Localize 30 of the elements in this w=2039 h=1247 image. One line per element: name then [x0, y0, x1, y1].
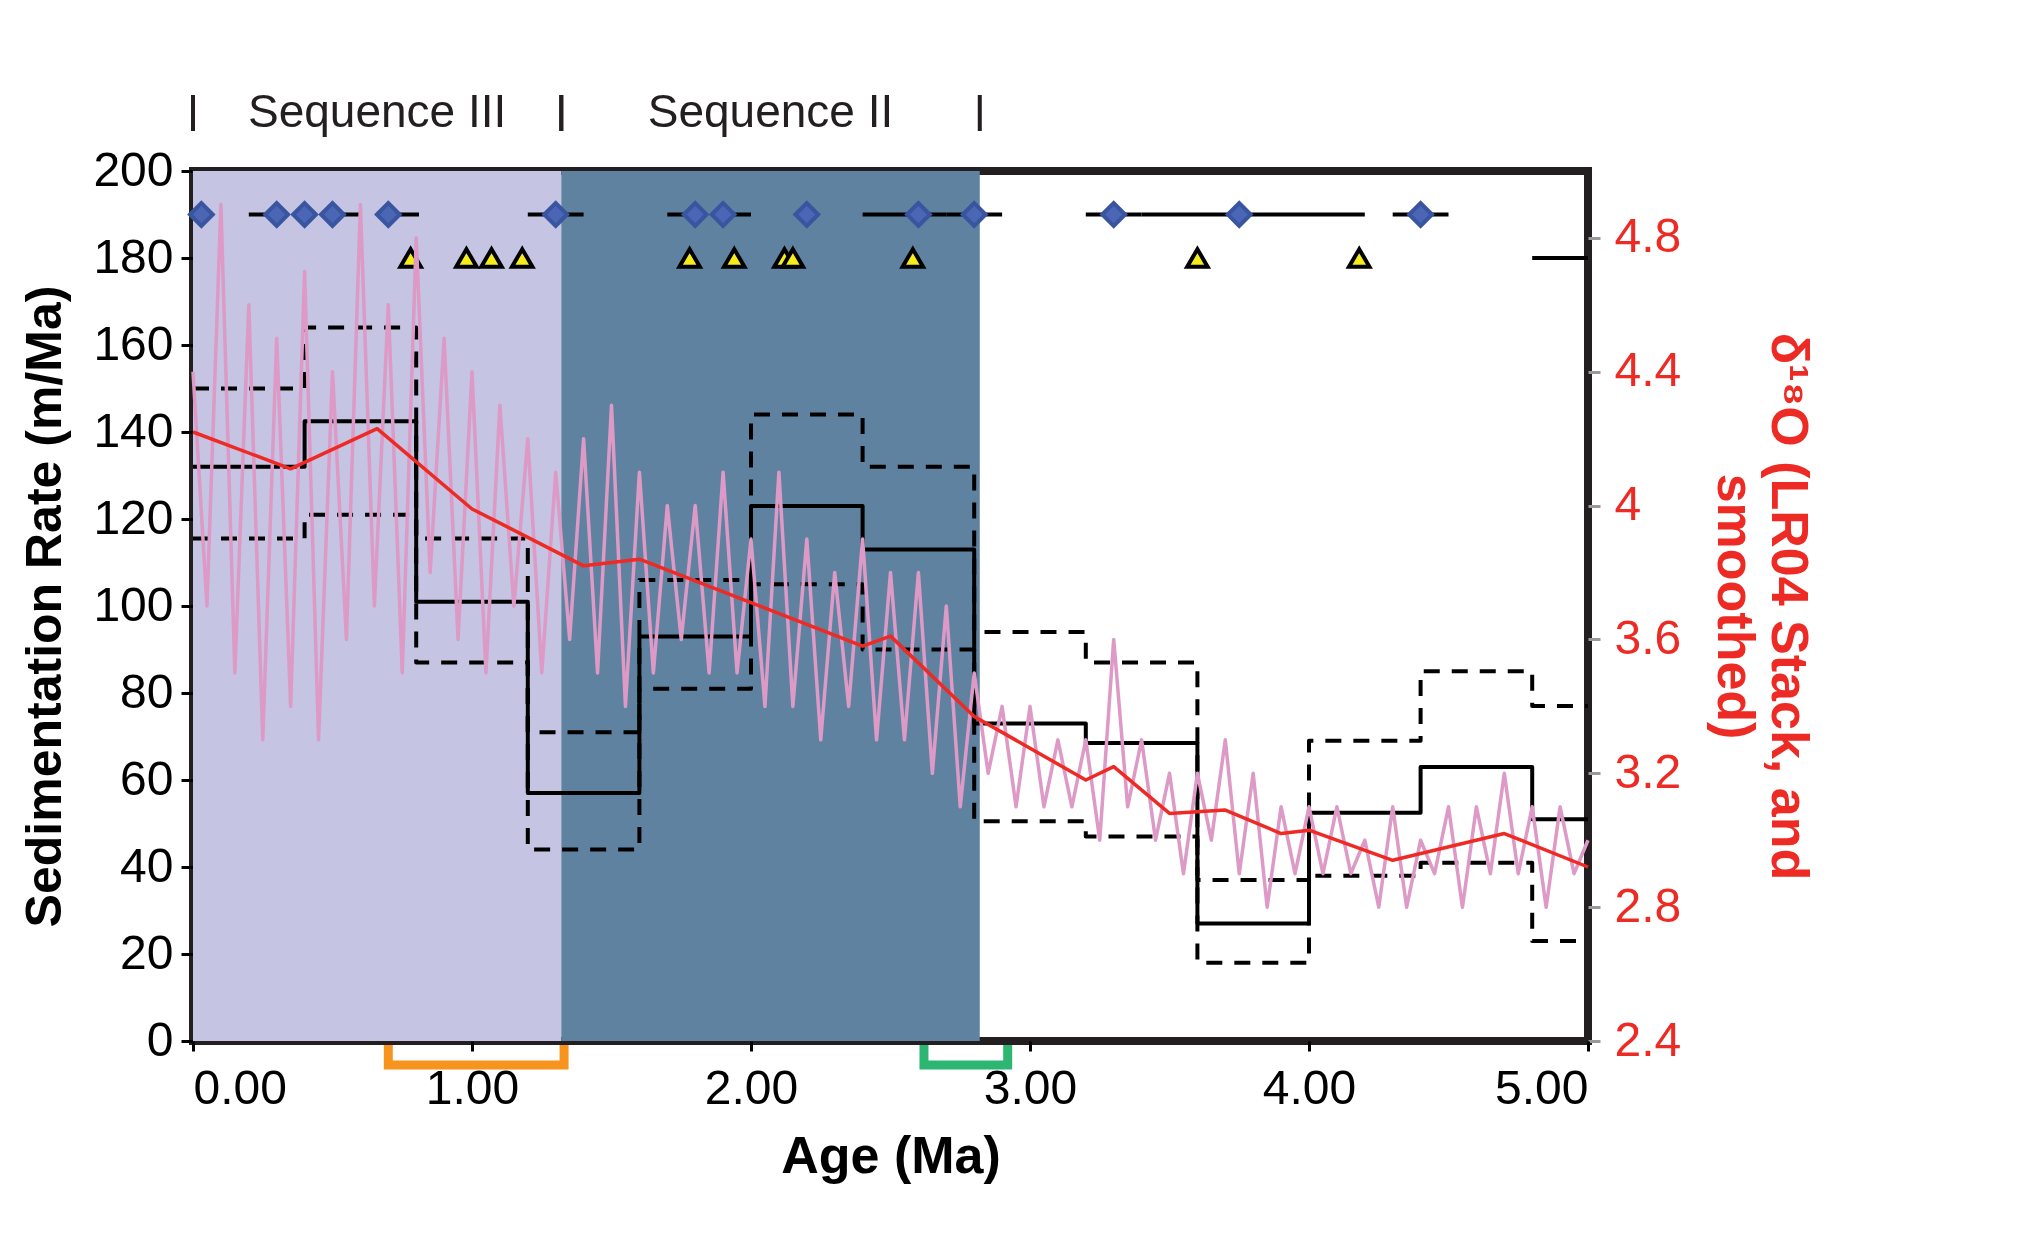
- y-tick-label: 0: [146, 1012, 174, 1066]
- y-axis-title: Sedimentation Rate (m/Ma): [16, 285, 73, 928]
- y-tick-label: 60: [120, 751, 174, 805]
- x-tick-label: 4.00: [1262, 1060, 1357, 1114]
- x-tick-label: 5.00: [1495, 1060, 1589, 1114]
- y2-tick-label: 4.8: [1614, 209, 1682, 263]
- y2-tick-label: 3.2: [1614, 744, 1682, 798]
- y2-axis-title: δ¹⁸O (LR04 Stack, and smoothed): [1707, 332, 1820, 881]
- x-tick-label: 2.00: [704, 1060, 799, 1114]
- x-tick-label: 0.00: [193, 1060, 287, 1114]
- x-tick-label: 3.00: [983, 1060, 1078, 1114]
- y2-tick-label: 4: [1614, 477, 1642, 531]
- y-tick-label: 100: [93, 577, 174, 631]
- y2-tick-label: 4.4: [1614, 343, 1682, 397]
- y2-tick-label: 3.6: [1614, 610, 1682, 664]
- text: Sequence III: [247, 85, 507, 137]
- y-tick-label: 160: [93, 316, 174, 370]
- y-tick-label: 80: [120, 664, 174, 718]
- y-tick-label: 200: [93, 142, 174, 196]
- y2-tick-label: 2.8: [1614, 878, 1682, 932]
- y-tick-label: 180: [93, 229, 174, 283]
- text: Sequence II: [647, 85, 894, 137]
- y2-tick-label: 2.4: [1614, 1012, 1682, 1066]
- y-tick-label: 40: [120, 838, 174, 892]
- y-tick-label: 140: [93, 403, 174, 457]
- line-series: [191, 202, 1590, 909]
- y-tick-label: 120: [93, 490, 174, 544]
- x-axis-title: Age (Ma): [781, 1125, 1001, 1184]
- y-tick-label: 20: [120, 925, 174, 979]
- x-tick-label: 1.00: [425, 1060, 520, 1114]
